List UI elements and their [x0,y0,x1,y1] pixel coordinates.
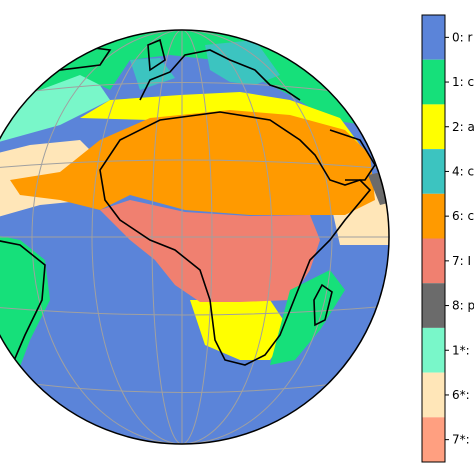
legend-label-1: 1: c [452,75,474,89]
legend-label-9: 7*: [452,433,470,447]
region-class-1-samerica [0,230,50,410]
legend-swatch-8 [422,372,445,418]
legend-swatch-1 [422,59,445,105]
coastline-madagascar [313,283,333,327]
legend-label-0: 0: r [452,30,472,44]
legend-label-5: 7: I [452,254,471,268]
coastline-africa [99,111,372,366]
legend-frame [421,14,446,463]
globe-map [0,30,389,444]
legend-swatch-0 [422,15,445,60]
legend-swatch-5 [422,238,445,284]
globe-outline [0,29,390,445]
legend-swatch-9 [422,417,445,462]
region-class-4-europe [130,58,175,90]
legend-label-2: 2: a [452,120,474,134]
legend-swatch-4 [422,193,445,239]
legend-label-3: 4: c [452,164,474,178]
region-class-6-sahara [10,110,375,215]
legend-swatch-3 [422,149,445,194]
region-class-7-africa [100,200,320,302]
coastline-uk [147,38,166,72]
coastline-arabia [329,129,376,181]
legend-label-8: 6*: [452,388,470,402]
legend-label-6: 8: p [452,299,474,313]
region-class-4-east [205,40,280,85]
legend-label-7: 1*: [452,343,470,357]
legend-colorbar: 0: r 1: c 2: a 4: c 6: c 7: I 8: p 1*: 6*: 7*: [421,14,474,463]
legend-swatch-7 [422,327,445,373]
legend-swatch-2 [422,104,445,150]
legend-label-4: 6: c [452,209,474,223]
legend-swatch-6 [422,283,445,328]
coastlines [0,38,376,401]
coastline-europe [139,49,301,101]
